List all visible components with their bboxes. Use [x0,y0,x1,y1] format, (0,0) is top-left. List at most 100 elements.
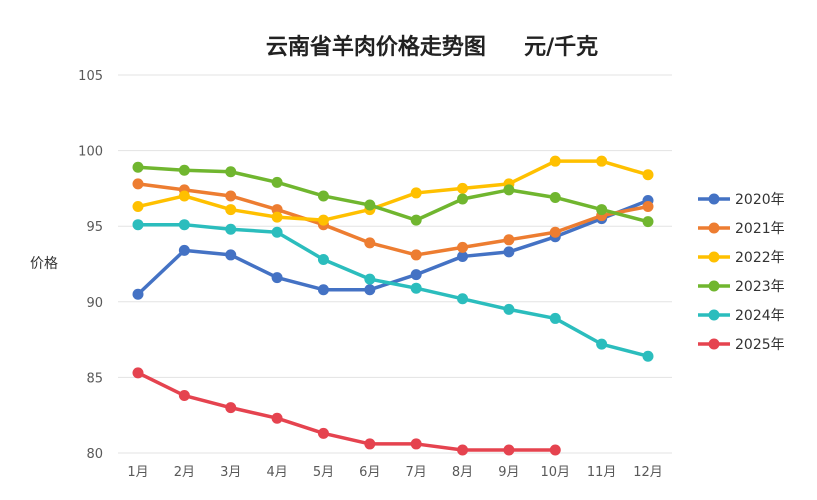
data-point [457,182,469,194]
data-point [178,164,190,176]
data-point [549,155,561,167]
data-point [503,234,515,246]
legend-label: 2024年 [735,308,785,324]
data-point [132,201,144,213]
data-point [457,293,469,305]
data-point [642,169,654,181]
y-tick-label: 100 [78,145,103,160]
data-point [596,204,608,216]
data-point [503,184,515,196]
data-point [457,193,469,205]
series-line-2022年 [137,159,649,222]
data-point [410,214,422,226]
x-tick-label: 2月 [174,465,195,480]
legend-swatch-marker [708,222,720,234]
series-line-2023年 [137,165,649,224]
data-point [317,214,329,226]
data-point [225,249,237,261]
data-point [132,178,144,190]
data-point [364,199,376,211]
data-point [457,241,469,253]
series-line-2024年 [138,222,649,358]
chart-title: 云南省羊肉价格走势图 元/千克 [266,34,598,60]
legend-label: 2025年 [735,337,785,353]
data-point [410,269,422,281]
x-tick-label: 9月 [498,465,519,480]
x-tick-label: 7月 [406,465,427,480]
data-point [457,444,469,456]
data-point [410,282,422,294]
y-axis-label: 价格 [30,256,58,272]
x-tick-label: 1月 [127,465,148,480]
x-tick-label: 5月 [313,465,334,480]
legend-swatch-marker [708,280,720,292]
data-point [642,216,654,228]
data-point [549,191,561,203]
data-point [317,427,329,439]
data-point [317,253,329,265]
series-line-2025年 [137,371,556,452]
x-tick-label: 12月 [633,465,663,480]
data-point [364,273,376,285]
data-point [178,390,190,402]
data-point [364,438,376,450]
data-point [410,438,422,450]
x-tick-label: 6月 [359,465,380,480]
data-point [457,250,469,262]
data-point [225,190,237,202]
y-tick-label: 80 [86,447,103,462]
legend-swatch-marker [708,193,720,205]
legend-label: 2020年 [735,192,785,208]
data-point [503,303,515,315]
data-point [549,312,561,324]
legend-label: 2023年 [735,279,785,295]
data-point [642,201,654,213]
data-point [317,190,329,202]
data-point [271,226,283,238]
legend-label: 2021年 [735,221,785,237]
series-line-2021年 [137,182,649,257]
data-point [271,211,283,223]
data-point [225,166,237,178]
x-tick-label: 3月 [220,465,241,480]
data-point [410,187,422,199]
data-point [132,219,144,231]
y-tick-label: 95 [86,220,103,235]
data-point [271,204,283,216]
data-point [132,288,144,300]
x-tick-label: 10月 [540,465,570,480]
data-point [178,219,190,231]
x-tick-label: 4月 [266,465,287,480]
x-tick-label: 11月 [587,465,617,480]
data-point [364,284,376,296]
data-point [549,444,561,456]
x-tick-label: 8月 [452,465,473,480]
data-point [503,444,515,456]
legend-swatch-marker [708,338,720,350]
data-point [271,272,283,284]
data-point [178,190,190,202]
y-tick-label: 85 [86,371,103,386]
data-point [596,338,608,350]
data-point [410,249,422,261]
data-point [364,237,376,249]
data-point [271,412,283,424]
data-point [549,226,561,238]
data-point [132,367,144,379]
legend-swatch-marker [708,251,720,263]
data-point [225,204,237,216]
y-tick-label: 105 [78,69,103,84]
data-point [225,223,237,235]
data-point [132,161,144,173]
y-tick-label: 90 [86,296,103,311]
data-point [642,350,654,362]
data-point [178,244,190,256]
legend-label: 2022年 [735,250,785,266]
data-point [271,176,283,188]
data-point [596,155,608,167]
data-point [503,246,515,258]
legend-swatch-marker [708,309,720,321]
data-point [317,284,329,296]
data-point [225,402,237,414]
